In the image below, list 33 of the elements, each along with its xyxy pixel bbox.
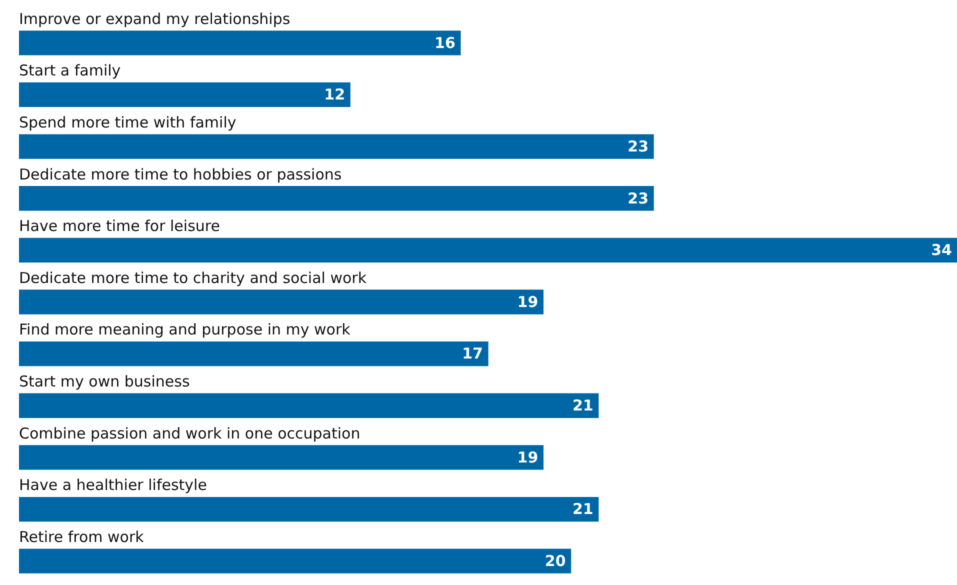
y-tick-label: Find more meaning and purpose in my work bbox=[19, 320, 351, 339]
data-label: 20 bbox=[544, 552, 566, 570]
y-tick-label: Have a healthier lifestyle bbox=[19, 476, 207, 494]
data-label: 21 bbox=[572, 500, 594, 518]
data-label: 17 bbox=[462, 344, 483, 363]
bar bbox=[19, 548, 572, 574]
data-label: 21 bbox=[572, 396, 594, 415]
data-label: 12 bbox=[324, 86, 346, 104]
bar bbox=[19, 341, 488, 366]
y-tick-label: Have more time for leisure bbox=[19, 217, 220, 236]
y-tick-label: Start a family bbox=[19, 62, 121, 80]
y-tick-label: Combine passion and work in one occupation bbox=[19, 424, 360, 442]
bar bbox=[19, 134, 654, 159]
data-label: 34 bbox=[931, 241, 952, 260]
bar bbox=[19, 186, 654, 211]
y-tick-label: Dedicate more time to hobbies or passions bbox=[19, 165, 342, 184]
data-label: 16 bbox=[434, 34, 456, 52]
y-tick-label: Improve or expand my relationships bbox=[19, 10, 290, 28]
bar bbox=[19, 393, 599, 418]
data-label: 19 bbox=[517, 448, 538, 466]
bar bbox=[19, 238, 957, 263]
bar bbox=[19, 82, 350, 108]
bar bbox=[19, 30, 461, 56]
y-tick-label: Dedicate more time to charity and social work bbox=[19, 268, 367, 287]
bar bbox=[19, 445, 544, 470]
data-label: 23 bbox=[628, 189, 649, 208]
data-label: 19 bbox=[517, 292, 538, 311]
data-label: 23 bbox=[628, 137, 649, 156]
bar bbox=[19, 496, 599, 522]
bar bbox=[19, 290, 544, 314]
y-tick-label: Retire from work bbox=[19, 528, 144, 546]
y-tick-label: Spend more time with family bbox=[19, 113, 236, 132]
y-tick-label: Start my own business bbox=[19, 372, 190, 391]
